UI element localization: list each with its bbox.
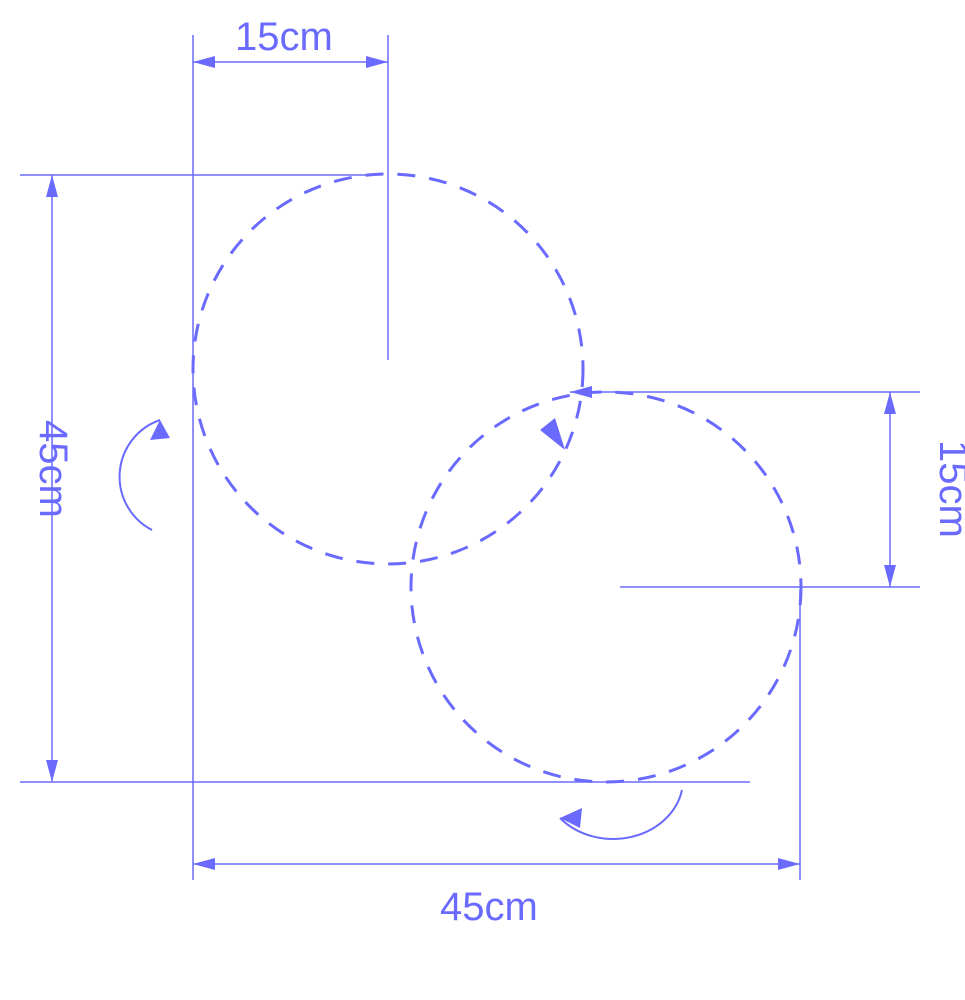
right-arrow-top [884,392,896,414]
left-dim-label: 45cm [31,420,75,518]
bottom-arrow-right [778,858,800,870]
bottom-arrow-left [193,858,215,870]
top-dim-label: 15cm [235,15,333,59]
right-arrow-bottom [884,565,896,587]
lower-rotation-arrowhead [560,808,582,828]
top-arrow-right [366,56,388,68]
upper-circle-arrowhead [540,418,565,450]
diagram-svg: 15cm 45cm 15cm 45cm [0,0,965,1000]
left-arrow-bottom [46,760,58,782]
right-dim-label: 15cm [931,440,965,538]
right-ext-top-arrow [570,386,592,398]
left-arrow-top [46,175,58,197]
bottom-dim-label: 45cm [440,885,538,929]
top-arrow-left [193,56,215,68]
